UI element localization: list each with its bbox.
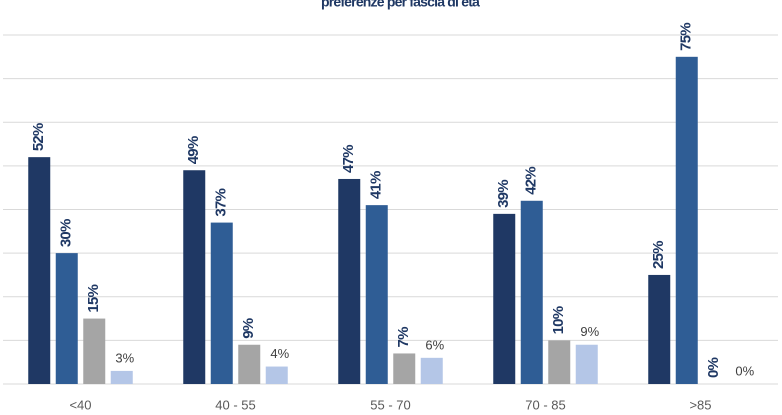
x-tick-label: <40 [69, 397, 91, 412]
bar [28, 157, 51, 384]
value-label: 10% [550, 306, 567, 334]
chart-title: preferenze per fascia di età [321, 0, 480, 10]
value-label: 41% [368, 171, 385, 199]
value-label: 25% [650, 241, 667, 269]
value-label: 0% [735, 363, 754, 378]
value-label: 3% [115, 350, 134, 365]
value-label: 52% [30, 123, 47, 151]
x-tick-label: 70 - 85 [525, 397, 565, 412]
value-label: 30% [58, 219, 75, 247]
value-label: 49% [185, 136, 202, 164]
bar [648, 274, 671, 384]
value-label: 75% [678, 23, 695, 51]
bar [238, 344, 261, 384]
value-label: 37% [213, 189, 230, 217]
bar [420, 357, 443, 384]
bar [493, 213, 516, 384]
value-label: 47% [340, 145, 357, 173]
bar [83, 318, 106, 384]
bar [365, 205, 388, 384]
bar [183, 170, 206, 384]
bar [393, 353, 416, 384]
bar [520, 200, 543, 384]
bar [265, 366, 288, 384]
value-label: 9% [240, 318, 257, 339]
bar [55, 253, 78, 384]
x-tick-label: >85 [689, 397, 711, 412]
value-label: 42% [523, 167, 540, 195]
value-label: 7% [395, 327, 412, 348]
value-label: 15% [85, 284, 102, 312]
bar [575, 344, 598, 384]
bar [338, 178, 361, 384]
x-tick-label: 40 - 55 [215, 397, 255, 412]
value-label: 6% [425, 337, 444, 352]
value-label: 0% [705, 357, 722, 378]
bar [548, 340, 571, 384]
value-label: 4% [270, 346, 289, 361]
bar [210, 222, 233, 384]
x-tick-label: 55 - 70 [370, 397, 410, 412]
bar [110, 370, 133, 384]
value-label: 9% [580, 324, 599, 339]
value-label: 39% [495, 180, 512, 208]
bar [675, 56, 698, 384]
